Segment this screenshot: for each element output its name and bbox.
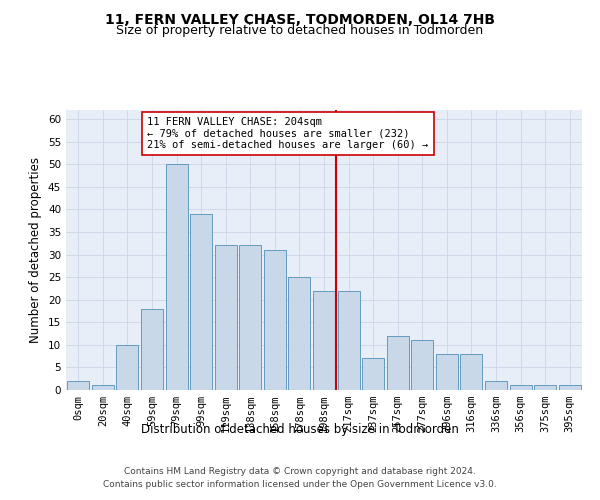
- Bar: [460, 354, 482, 390]
- Bar: [338, 290, 359, 390]
- Bar: [92, 386, 114, 390]
- Bar: [436, 354, 458, 390]
- Text: Distribution of detached houses by size in Todmorden: Distribution of detached houses by size …: [141, 422, 459, 436]
- Bar: [264, 250, 286, 390]
- Bar: [509, 386, 532, 390]
- Bar: [386, 336, 409, 390]
- Bar: [559, 386, 581, 390]
- Text: Contains HM Land Registry data © Crown copyright and database right 2024.: Contains HM Land Registry data © Crown c…: [124, 468, 476, 476]
- Bar: [313, 290, 335, 390]
- Bar: [534, 386, 556, 390]
- Bar: [215, 246, 237, 390]
- Bar: [116, 345, 139, 390]
- Bar: [411, 340, 433, 390]
- Bar: [67, 381, 89, 390]
- Text: 11 FERN VALLEY CHASE: 204sqm
← 79% of detached houses are smaller (232)
21% of s: 11 FERN VALLEY CHASE: 204sqm ← 79% of de…: [147, 117, 428, 150]
- Bar: [362, 358, 384, 390]
- Bar: [166, 164, 188, 390]
- Text: Contains public sector information licensed under the Open Government Licence v3: Contains public sector information licen…: [103, 480, 497, 489]
- Bar: [289, 277, 310, 390]
- Text: 11, FERN VALLEY CHASE, TODMORDEN, OL14 7HB: 11, FERN VALLEY CHASE, TODMORDEN, OL14 7…: [105, 12, 495, 26]
- Text: Size of property relative to detached houses in Todmorden: Size of property relative to detached ho…: [116, 24, 484, 37]
- Bar: [190, 214, 212, 390]
- Y-axis label: Number of detached properties: Number of detached properties: [29, 157, 43, 343]
- Bar: [239, 246, 262, 390]
- Bar: [141, 308, 163, 390]
- Bar: [485, 381, 507, 390]
